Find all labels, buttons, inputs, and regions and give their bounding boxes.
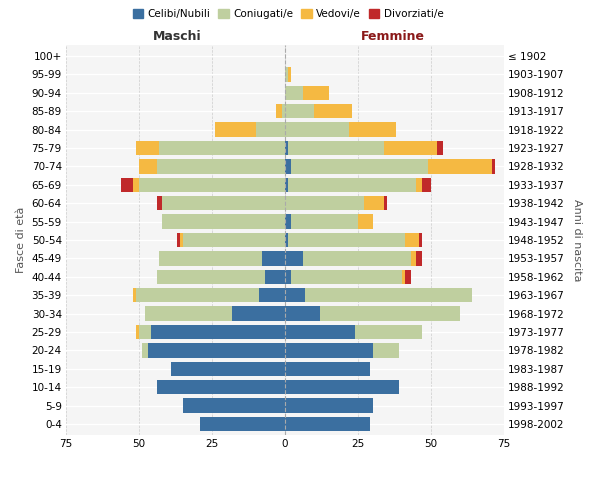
Bar [291, 270, 402, 284]
Bar [410, 251, 416, 266]
Bar [493, 159, 495, 174]
Bar [349, 122, 396, 137]
Bar [285, 104, 314, 118]
Bar [136, 141, 160, 155]
Bar [302, 251, 410, 266]
Bar [151, 325, 285, 339]
Bar [256, 122, 285, 137]
Legend: Celibi/Nubili, Coniugati/e, Vedovi/e, Divorziati/e: Celibi/Nubili, Coniugati/e, Vedovi/e, Di… [128, 5, 448, 24]
Bar [157, 196, 163, 210]
Bar [285, 86, 302, 100]
Bar [285, 233, 288, 247]
Y-axis label: Anni di nascita: Anni di nascita [572, 198, 581, 281]
Bar [288, 68, 291, 82]
Bar [320, 306, 460, 321]
Bar [200, 417, 285, 431]
Y-axis label: Fasce di età: Fasce di età [16, 207, 26, 273]
Bar [416, 251, 422, 266]
Bar [136, 288, 259, 302]
Bar [285, 270, 291, 284]
Bar [133, 178, 139, 192]
Bar [285, 251, 302, 266]
Bar [171, 362, 285, 376]
Bar [285, 141, 288, 155]
Bar [285, 417, 370, 431]
Bar [232, 306, 285, 321]
Bar [285, 214, 291, 229]
Bar [285, 178, 288, 192]
Text: Maschi: Maschi [152, 30, 201, 43]
Bar [285, 196, 364, 210]
Bar [259, 288, 285, 302]
Bar [121, 178, 133, 192]
Bar [262, 251, 285, 266]
Bar [157, 270, 265, 284]
Bar [416, 178, 422, 192]
Bar [139, 178, 285, 192]
Bar [133, 288, 136, 302]
Bar [285, 288, 305, 302]
Bar [288, 141, 384, 155]
Bar [163, 196, 285, 210]
Bar [405, 270, 410, 284]
Bar [384, 141, 437, 155]
Bar [265, 270, 285, 284]
Bar [157, 380, 285, 394]
Bar [282, 104, 285, 118]
Bar [291, 159, 428, 174]
Bar [163, 214, 285, 229]
Bar [288, 233, 405, 247]
Bar [422, 178, 431, 192]
Bar [160, 141, 285, 155]
Bar [291, 214, 358, 229]
Bar [180, 233, 183, 247]
Bar [285, 306, 320, 321]
Bar [160, 251, 262, 266]
Bar [285, 325, 355, 339]
Bar [355, 325, 422, 339]
Bar [358, 214, 373, 229]
Bar [157, 159, 285, 174]
Bar [276, 104, 282, 118]
Bar [136, 325, 139, 339]
Bar [148, 343, 285, 357]
Bar [145, 306, 232, 321]
Bar [405, 233, 419, 247]
Bar [288, 178, 416, 192]
Bar [305, 288, 472, 302]
Bar [142, 343, 148, 357]
Bar [285, 362, 370, 376]
Bar [285, 380, 399, 394]
Bar [285, 343, 373, 357]
Bar [428, 159, 493, 174]
Bar [373, 343, 399, 357]
Bar [285, 122, 349, 137]
Bar [437, 141, 443, 155]
Bar [285, 68, 288, 82]
Bar [364, 196, 384, 210]
Bar [384, 196, 387, 210]
Bar [285, 159, 291, 174]
Bar [402, 270, 405, 284]
Bar [139, 159, 157, 174]
Text: Femmine: Femmine [361, 30, 425, 43]
Bar [302, 86, 329, 100]
Bar [183, 233, 285, 247]
Bar [183, 398, 285, 412]
Bar [285, 398, 373, 412]
Bar [139, 325, 151, 339]
Bar [215, 122, 256, 137]
Bar [419, 233, 422, 247]
Bar [177, 233, 180, 247]
Bar [314, 104, 352, 118]
